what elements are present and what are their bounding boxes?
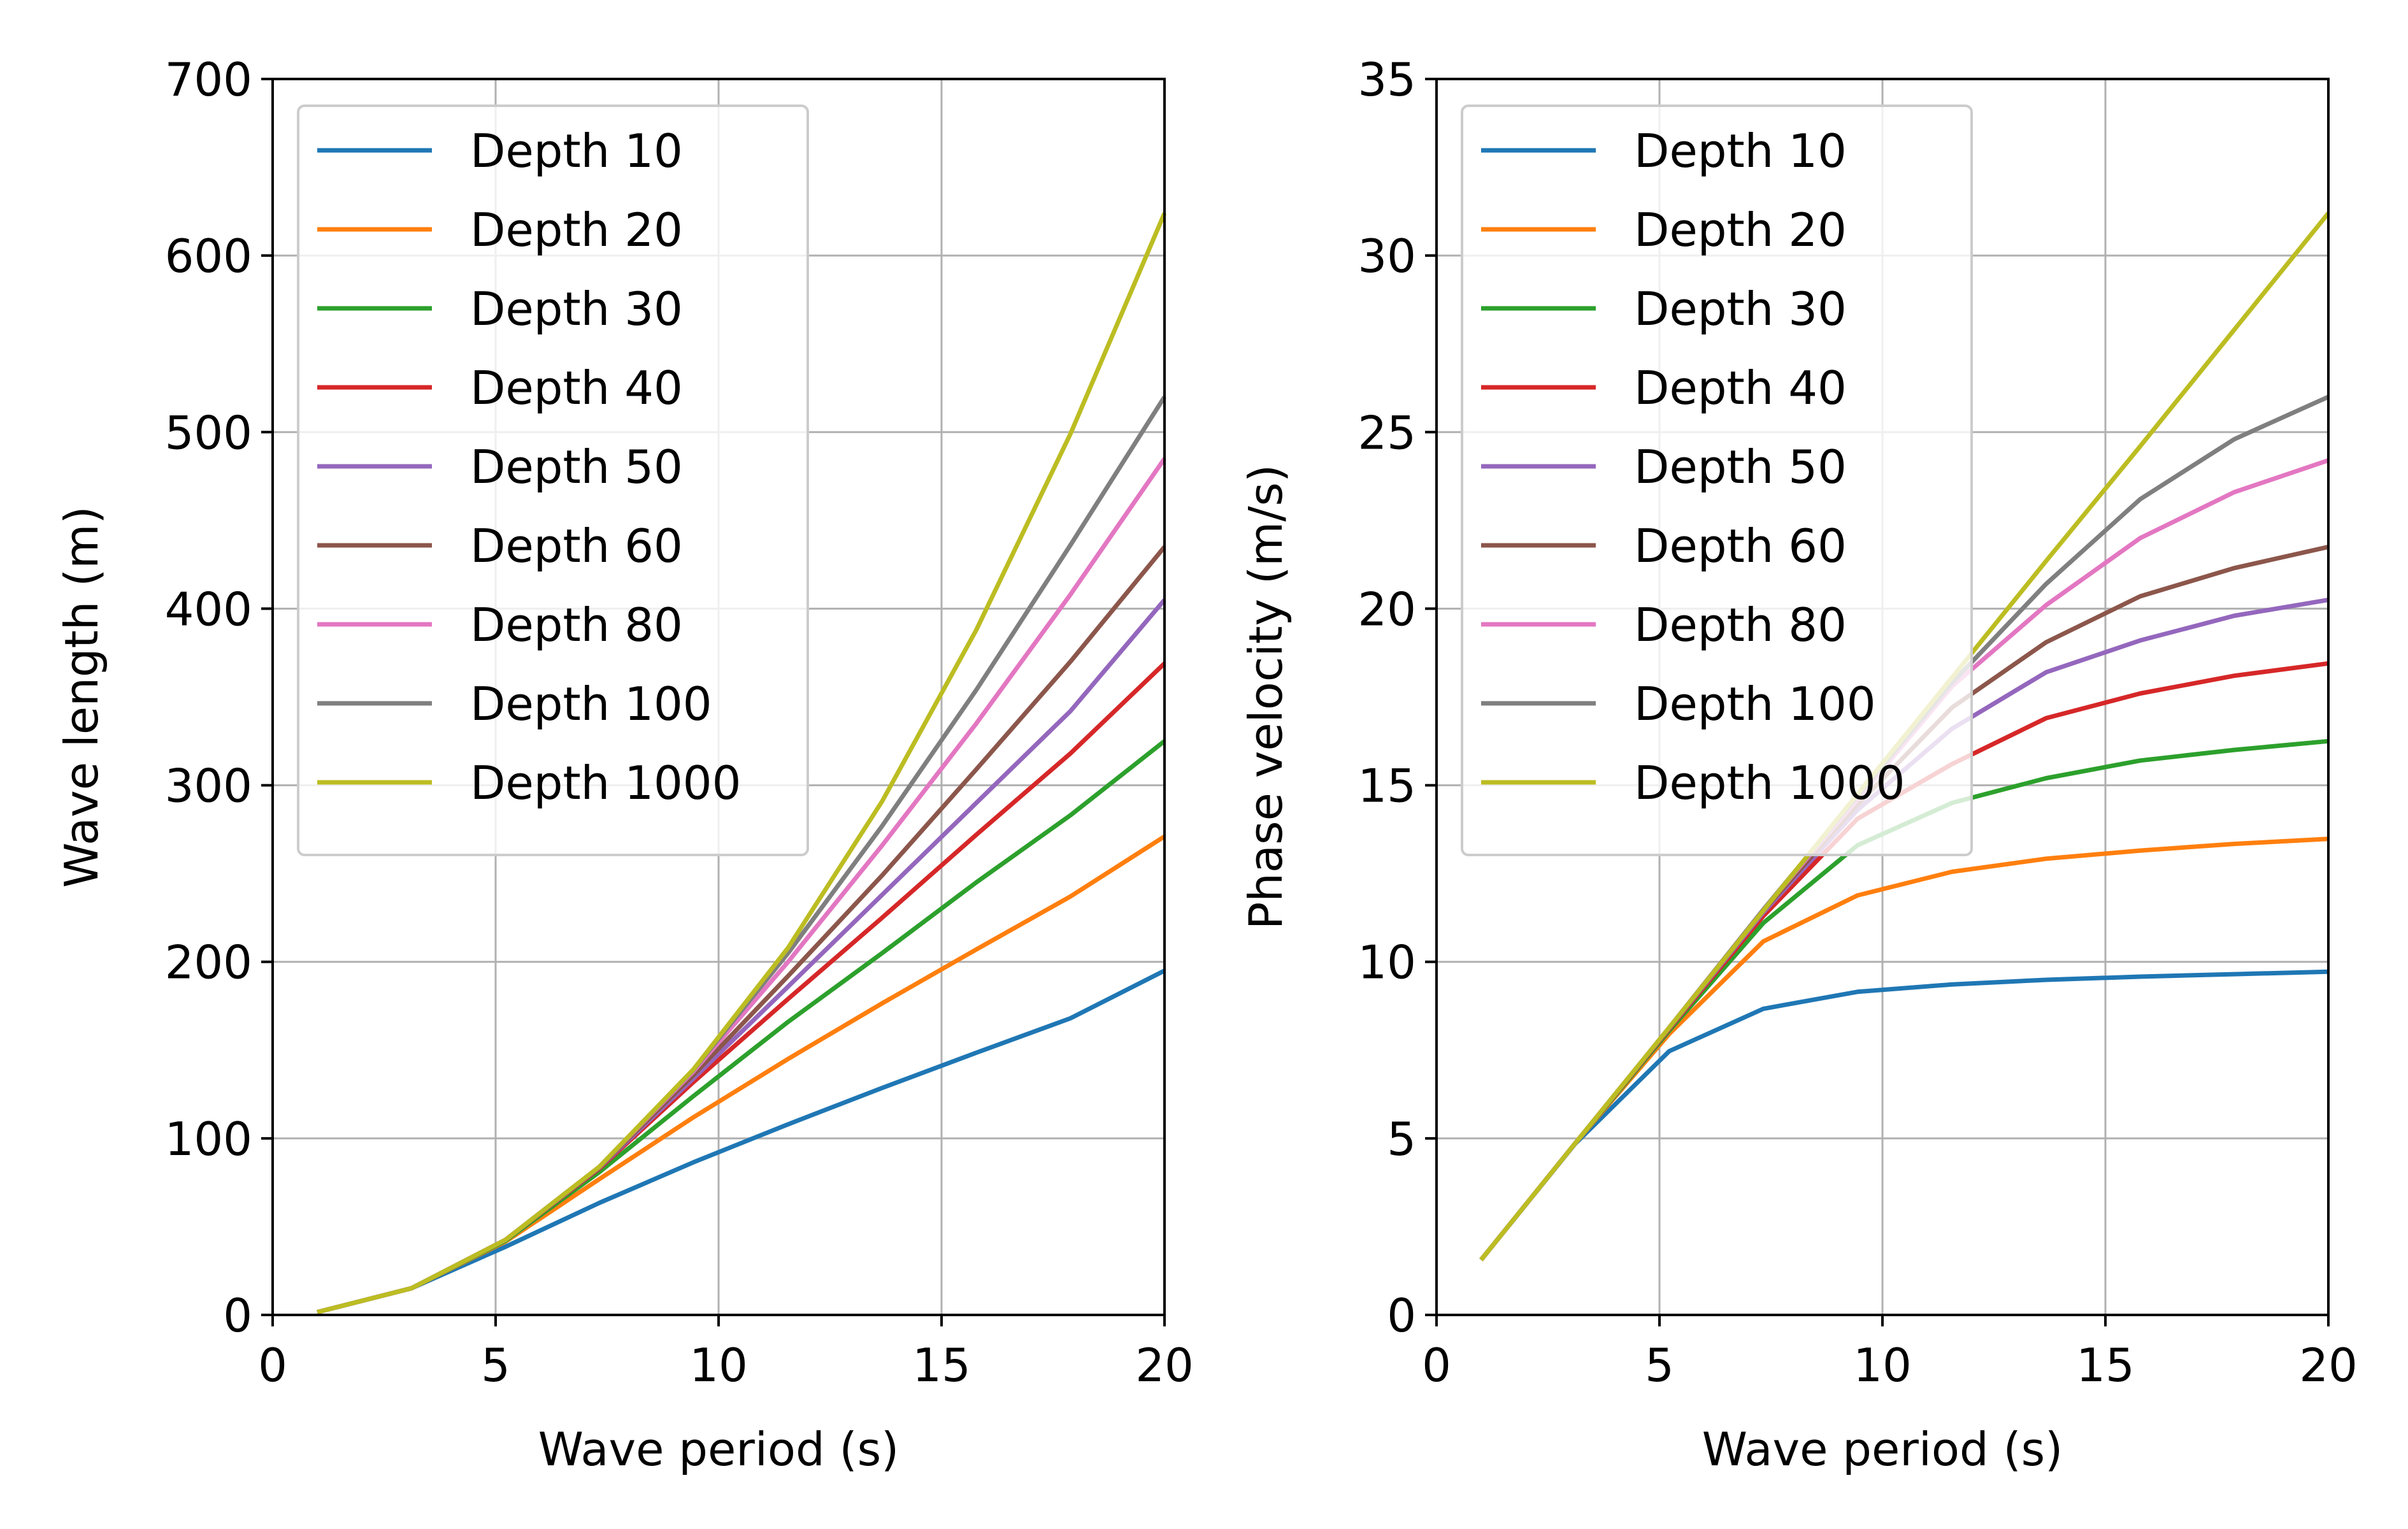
legend-label: Depth 80 xyxy=(470,598,683,652)
legend-box xyxy=(1461,104,1973,856)
x-tick-label: 20 xyxy=(2299,1339,2358,1392)
legend-label: Depth 80 xyxy=(1634,598,1847,652)
y-tick-label: 20 xyxy=(1358,582,1416,636)
y-tick-label: 35 xyxy=(1358,53,1416,106)
x-tick-label: 10 xyxy=(689,1339,748,1392)
x-tick-label: 5 xyxy=(1645,1339,1674,1392)
legend: Depth 10 Depth 20 Depth 30 Depth 40 Depth 50… xyxy=(1461,104,1973,856)
legend-label: Depth 10 xyxy=(1634,124,1847,178)
y-tick-label: 5 xyxy=(1387,1112,1416,1166)
legend-label: Depth 60 xyxy=(470,519,683,573)
y-tick-label: 500 xyxy=(165,406,252,459)
legend-label: Depth 50 xyxy=(470,440,683,494)
legend-label: Depth 30 xyxy=(470,282,683,336)
x-tick-label: 0 xyxy=(1422,1339,1451,1392)
y-tick-label: 400 xyxy=(165,582,252,636)
series-line xyxy=(317,834,1166,1314)
y-tick-label: 0 xyxy=(1387,1289,1416,1342)
y-tick-label: 25 xyxy=(1358,406,1416,459)
series-line xyxy=(317,968,1166,1314)
series-lines xyxy=(317,212,1167,1314)
legend-label: Depth 100 xyxy=(470,677,712,731)
x-axis-label: Wave period (s) xyxy=(538,1423,899,1476)
x-axis-ticks: 0 5 10 15 20 xyxy=(1422,1315,2358,1392)
legend-label: Depth 1000 xyxy=(1634,756,1905,810)
legend-label: Depth 10 xyxy=(470,124,683,178)
legend-label: Depth 40 xyxy=(470,361,683,415)
y-tick-label: 200 xyxy=(165,936,252,989)
x-tick-label: 0 xyxy=(258,1339,287,1392)
x-tick-label: 10 xyxy=(1853,1339,1912,1392)
legend-label: Depth 1000 xyxy=(470,756,741,810)
legend-label: Depth 60 xyxy=(1634,519,1847,573)
legend-label: Depth 40 xyxy=(1634,361,1847,415)
series-line xyxy=(1479,969,2329,1261)
y-tick-label: 700 xyxy=(165,53,252,106)
series-line xyxy=(1479,836,2329,1261)
legend: Depth 10 Depth 20 Depth 30 Depth 40 Depth 50… xyxy=(297,104,809,856)
x-tick-label: 5 xyxy=(481,1339,510,1392)
y-tick-label: 100 xyxy=(165,1112,252,1166)
x-tick-label: 15 xyxy=(2076,1339,2135,1392)
y-axis-label: Phase velocity (m/s) xyxy=(1239,464,1293,930)
legend-label: Depth 30 xyxy=(1634,282,1847,336)
x-axis-label: Wave period (s) xyxy=(1702,1423,2063,1476)
legend-label: Depth 20 xyxy=(1634,203,1847,257)
y-tick-label: 600 xyxy=(165,229,252,283)
x-axis-ticks: 0 5 10 15 20 xyxy=(258,1315,1194,1392)
y-tick-label: 10 xyxy=(1358,936,1416,989)
legend-label: Depth 20 xyxy=(470,203,683,257)
y-tick-label: 0 xyxy=(223,1289,252,1342)
y-tick-label: 300 xyxy=(165,759,252,813)
y-tick-label: 15 xyxy=(1358,759,1416,813)
y-axis-ticks: 0 5 10 15 20 25 30 35 xyxy=(1358,53,1437,1342)
phase-velocity-chart: 0 5 10 15 20 0 5 10 15 20 25 30 35 Wave period (s) Pha… xyxy=(1239,53,2358,1476)
y-tick-label: 30 xyxy=(1358,229,1416,283)
series-line xyxy=(317,212,1167,1314)
legend-label: Depth 50 xyxy=(1634,440,1847,494)
y-axis-ticks: 0 100 200 300 400 500 600 700 xyxy=(165,53,273,1342)
x-tick-label: 20 xyxy=(1135,1339,1194,1392)
legend-box xyxy=(297,104,809,856)
y-axis-label: Wave length (m) xyxy=(55,506,108,887)
legend-label: Depth 100 xyxy=(1634,677,1876,731)
x-tick-label: 15 xyxy=(912,1339,971,1392)
